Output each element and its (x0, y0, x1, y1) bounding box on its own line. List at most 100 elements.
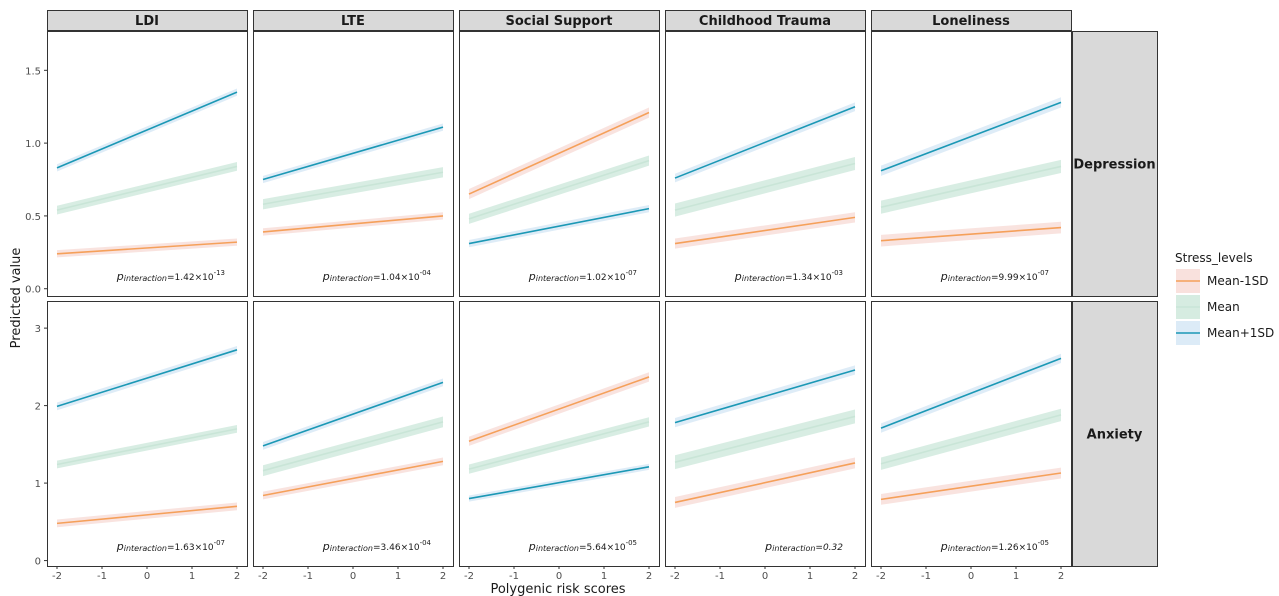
p-interaction-label: pinteraction=1.04×10-04 (322, 269, 432, 283)
p-interaction-label: pinteraction=1.26×10-05 (940, 539, 1049, 553)
series-line-mean-1sd (880, 472, 1062, 501)
legend-label: Mean+1SD (1207, 326, 1274, 340)
p-interaction-label: pinteraction=1.02×10-07 (528, 269, 637, 283)
panel-depression-loneliness: pinteraction=9.99×10-07 (871, 31, 1072, 297)
x-tick-label: 2 (646, 571, 652, 582)
legend-item-mean-1sd: Mean-1SD (1176, 269, 1269, 293)
col-strip-bg (253, 10, 454, 31)
col-strip-lte: LTE (253, 10, 454, 31)
panel-anxiety-lte: pinteraction=3.46×10-04 (253, 301, 454, 567)
legend-title: Stress_levels (1175, 251, 1253, 265)
y-tick-label: 1 (35, 479, 41, 490)
panel-frame (253, 31, 454, 297)
panel-anxiety-ldi: pinteraction=1.63×10-07 (47, 301, 248, 567)
panel-anxiety-childhood-trauma: pinteraction=0.32 (665, 301, 866, 567)
row-strip-bg (1072, 31, 1158, 297)
series-line-mean-1sd (262, 381, 444, 447)
x-tick-label: -1 (303, 571, 313, 582)
x-tick-label: 2 (852, 571, 858, 582)
series-line-mean (56, 165, 238, 211)
col-strip-label: LTE (341, 14, 365, 29)
series-line-mean-1sd (880, 357, 1062, 429)
panel-depression-ldi: pinteraction=1.42×10-13 (47, 31, 248, 297)
x-tick-label: 2 (234, 571, 240, 582)
series-line-mean-1sd (56, 349, 238, 408)
row-strip-depression: Depression (1072, 31, 1158, 297)
x-tick-label: 2 (1058, 571, 1064, 582)
x-tick-label: -1 (921, 571, 931, 582)
x-tick-label: -2 (670, 571, 680, 582)
x-tick-label: 1 (601, 571, 607, 582)
col-strip-social-support: Social Support (459, 10, 660, 31)
y-tick-label: 1.5 (25, 66, 41, 77)
x-tick-label: 0 (144, 571, 150, 582)
legend: Stress_levels Mean-1SD Mean Mean+1SD (1175, 251, 1274, 345)
series-line-mean (674, 162, 856, 211)
series-line-mean-1sd (56, 505, 238, 525)
x-tick-label: 0 (968, 571, 974, 582)
series-line-mean (468, 421, 650, 470)
col-strip-label: Loneliness (932, 14, 1010, 29)
x-axis-title: Polygenic risk scores (490, 582, 625, 596)
y-tick-label: 0.0 (25, 285, 41, 296)
x-tick-label: 1 (395, 571, 401, 582)
x-tick-label: -2 (464, 571, 474, 582)
series-line-mean (262, 421, 444, 472)
axes-layer: 0.0 0.5 1.0 1.5 0 1 2 3 -2 -1 0 1 2 -2 -1 0 1 2 -2 -1 0 1 2 -2 -… (25, 66, 1064, 582)
legend-label: Mean-1SD (1207, 274, 1269, 288)
series-line-mean (674, 415, 856, 463)
series-line-mean-1sd (468, 466, 650, 500)
series-line-mean-1sd (56, 241, 238, 255)
y-tick-label: 2 (35, 402, 41, 413)
x-tick-label: 0 (762, 571, 768, 582)
x-tick-label: 2 (440, 571, 446, 582)
y-axis-title: Predicted value (9, 248, 24, 349)
x-tick-label: 1 (807, 571, 813, 582)
col-strip-label: Social Support (506, 14, 613, 29)
row-strip-anxiety: Anxiety (1072, 301, 1158, 567)
series-line-mean (56, 428, 238, 466)
series-line-mean-1sd (262, 215, 444, 233)
p-interaction-label: pinteraction=3.46×10-04 (322, 539, 432, 553)
panel-frame (47, 31, 248, 297)
y-tick-label: 0.5 (25, 212, 41, 223)
series-line-mean-1sd (468, 207, 650, 245)
col-strip-label: Childhood Trauma (699, 14, 831, 29)
panel-frame (253, 301, 454, 567)
x-tick-label: 0 (350, 571, 356, 582)
row-strip-label: Depression (1073, 158, 1155, 173)
panel-anxiety-loneliness: pinteraction=1.26×10-05 (871, 301, 1072, 567)
y-tick-label: 1.0 (25, 139, 41, 150)
col-strip-label: LDI (135, 14, 159, 29)
col-strip-childhood-trauma: Childhood Trauma (665, 10, 866, 31)
legend-label: Mean (1207, 300, 1240, 314)
row-strip-label: Anxiety (1087, 428, 1143, 443)
series-line-mean (880, 165, 1062, 208)
x-tick-label: -2 (258, 571, 268, 582)
p-interaction-label: pinteraction=0.32 (764, 540, 843, 553)
x-tick-label: 0 (556, 571, 562, 582)
col-strip-loneliness: Loneliness (871, 10, 1072, 31)
x-tick-label: -2 (876, 571, 886, 582)
panel-depression-social-support: pinteraction=1.02×10-07 (459, 31, 660, 297)
series-line-mean-1sd (674, 462, 856, 504)
series-line-mean-1sd (56, 91, 238, 169)
x-tick-label: -1 (509, 571, 519, 582)
x-tick-label: -1 (715, 571, 725, 582)
p-interaction-label: pinteraction=1.34×10-03 (734, 269, 843, 283)
p-interaction-label: pinteraction=1.63×10-07 (116, 539, 225, 553)
x-tick-label: 1 (189, 571, 195, 582)
p-interaction-label: pinteraction=5.64×10-05 (528, 539, 637, 553)
series-line-mean (262, 171, 444, 206)
row-strips-layer: Depression Anxiety (1072, 31, 1158, 567)
panel-anxiety-social-support: pinteraction=5.64×10-05 (459, 301, 660, 567)
col-strip-bg (871, 10, 1072, 31)
x-tick-label: -2 (52, 571, 62, 582)
series-line-mean-1sd (880, 226, 1062, 242)
y-tick-label: 3 (35, 324, 41, 335)
x-tick-label: 1 (1013, 571, 1019, 582)
series-line-mean-1sd (262, 460, 444, 497)
series-line-mean-1sd (262, 126, 444, 181)
x-tick-label: -1 (97, 571, 107, 582)
